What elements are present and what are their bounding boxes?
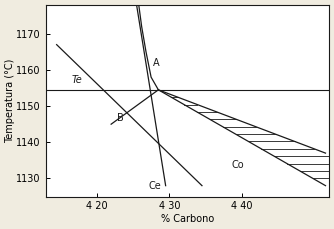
X-axis label: % Carbono: % Carbono	[161, 214, 214, 224]
Y-axis label: Temperatura (°C): Temperatura (°C)	[5, 58, 15, 143]
Text: Co: Co	[231, 160, 244, 169]
Text: A: A	[153, 58, 160, 68]
Text: B: B	[117, 113, 124, 123]
Text: Te: Te	[71, 75, 82, 85]
Text: Ce: Ce	[149, 181, 162, 191]
